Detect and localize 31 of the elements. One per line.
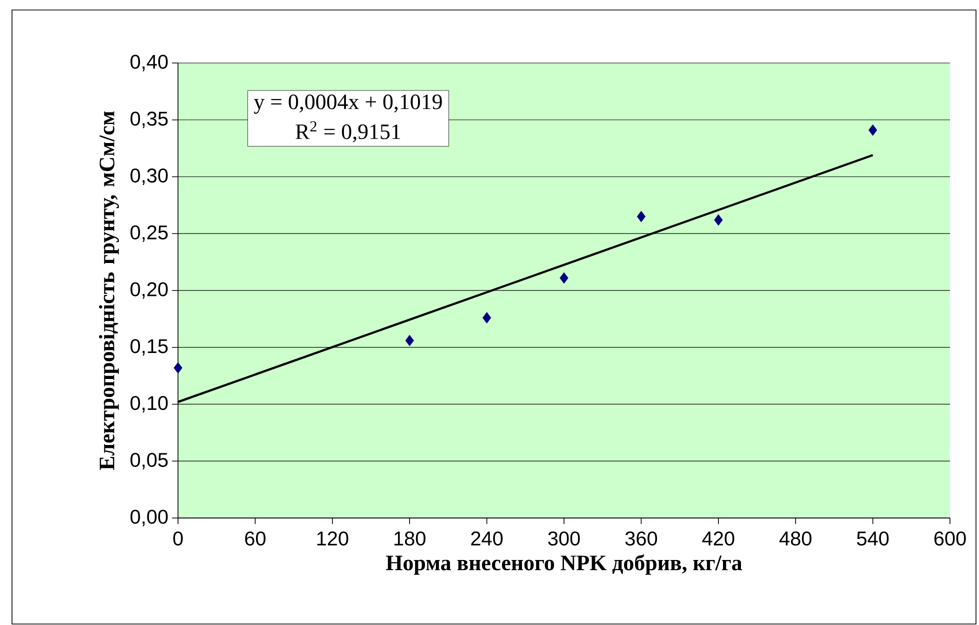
x-tick-label: 120 [317, 531, 348, 546]
x-tick-label: 420 [702, 531, 734, 546]
annotation: R$^{2}$ = 0,9151 [296, 121, 400, 142]
y-tick-label: 0,10 [130, 396, 168, 412]
x-tick-label: 300 [548, 531, 580, 546]
point [714, 214, 723, 226]
x-tick-label: 360 [625, 531, 658, 546]
x-tick-label: 0 [173, 531, 183, 546]
point [482, 312, 492, 324]
point [636, 210, 646, 222]
y-tick-label: 0,20 [130, 282, 168, 299]
y-tick-label: 0,30 [130, 168, 168, 185]
point [174, 362, 182, 374]
x-tick-label: 60 [245, 531, 266, 546]
y-tick-label: 0,05 [130, 452, 168, 470]
x-tick-label: 480 [779, 531, 812, 546]
x-tick-label: 240 [471, 531, 503, 546]
y-tick-label: 0,35 [130, 112, 168, 128]
x-tick-label: 180 [394, 531, 426, 546]
point [405, 334, 414, 346]
annotation: y = 0,0004x + 0,1019 [254, 94, 442, 114]
y-tick-label: 0,25 [130, 225, 168, 242]
x-tick-label: 600 [934, 531, 966, 546]
x-axis-title: Норма внесеного NPK добрив, кг/га [386, 554, 742, 575]
y-tick-label: 0,15 [130, 339, 168, 356]
point [868, 124, 878, 136]
y-tick-label: 0,40 [130, 54, 168, 72]
point [560, 272, 568, 284]
y-axis-title: Електропровідність грунту, мСм/см [98, 111, 119, 470]
x-tick-label: 540 [856, 531, 889, 546]
y-tick-label: 0,00 [130, 510, 168, 526]
